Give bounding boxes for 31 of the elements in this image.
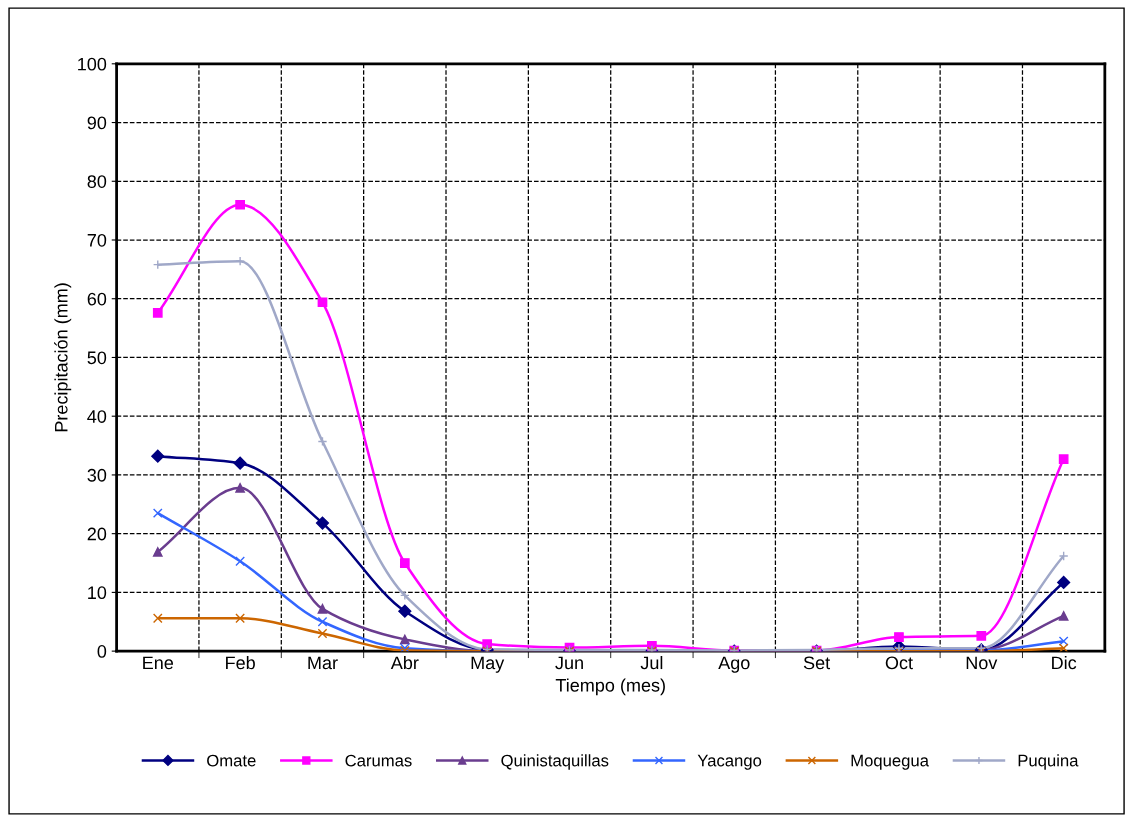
x-tick-label: May — [471, 656, 505, 673]
y-tick-label: 10 — [88, 586, 107, 600]
x-tick-label: Dic — [1052, 655, 1077, 670]
x-tick-label: Jul — [640, 655, 663, 670]
x-axis-title: Tiempo (mes) — [555, 678, 665, 696]
x-tick-label: Feb — [226, 655, 255, 670]
x-tick-label: Ene — [143, 656, 174, 670]
legend-label: Yacango — [697, 754, 762, 770]
x-tick-label: Abr — [390, 655, 419, 670]
y-tick-label: 70 — [87, 233, 107, 247]
legend-label: Moquegua — [851, 754, 929, 770]
y-tick-label: 60 — [87, 292, 107, 306]
x-tick-label: Ago — [718, 656, 750, 673]
x-tick-label: Mar — [308, 656, 338, 670]
y-tick-label: 40 — [87, 410, 107, 423]
y-tick-label: 80 — [87, 175, 107, 188]
y-tick-label: 50 — [87, 351, 107, 365]
x-tick-label: Set — [803, 656, 831, 670]
legend-label: Omate — [207, 754, 256, 767]
x-tick-label: Oct — [885, 656, 913, 670]
y-tick-label: 90 — [87, 116, 107, 130]
x-tick-label: Jun — [555, 656, 583, 670]
x-tick-label: Nov — [966, 656, 998, 670]
y-tick-label: 30 — [87, 468, 107, 482]
y-axis-title: Precipitación (mm) — [54, 283, 72, 432]
y-tick-label: 20 — [87, 527, 107, 541]
y-tick-label: 0 — [97, 645, 107, 658]
legend-label: Carumas — [345, 754, 412, 767]
legend-label: Puquina — [1018, 754, 1079, 770]
legend-label: Quinistaquillas — [501, 754, 609, 770]
y-tick-label: 100 — [78, 57, 107, 71]
